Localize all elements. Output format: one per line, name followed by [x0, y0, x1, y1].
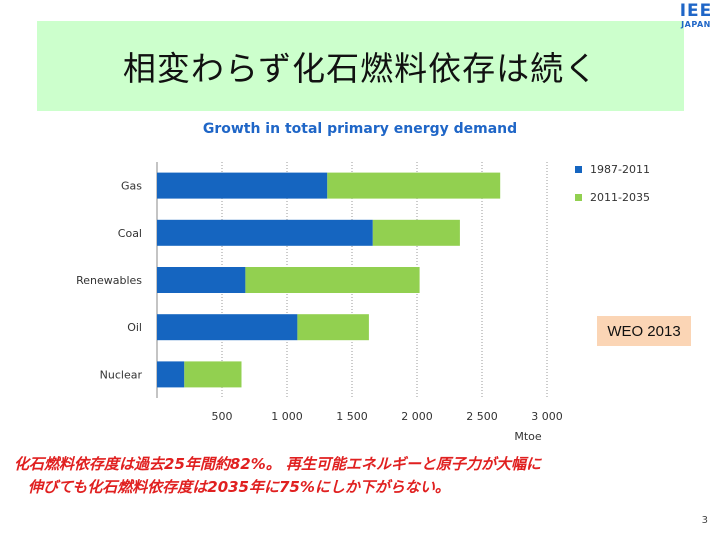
footnote-line-1: 化石燃料依存度は過去25年間約82%。 再生可能エネルギーと原子力が大幅に — [14, 455, 542, 473]
logo-text-bottom: JAPAN — [681, 20, 711, 29]
x-tick-label: 2 000 — [401, 410, 433, 423]
chart-title: Growth in total primary energy demand — [203, 121, 517, 137]
legend-swatch — [575, 194, 582, 201]
bar-coal-series2 — [372, 219, 460, 246]
footnote: 化石燃料依存度は過去25年間約82%。 再生可能エネルギーと原子力が大幅に 伸び… — [14, 453, 714, 499]
x-tick-label: 500 — [212, 410, 233, 423]
y-category-label: Oil — [127, 321, 142, 334]
logo-text-top: IEE — [679, 1, 713, 21]
bar-renewables-series2 — [245, 267, 420, 293]
y-category-label: Renewables — [76, 274, 142, 287]
iee-japan-logo: IEE JAPAN — [676, 3, 716, 29]
bar-coal-series1 — [157, 219, 373, 246]
title-banner: 相変わらず化石燃料依存は続く — [37, 21, 684, 111]
slide-title: 相変わらず化石燃料依存は続く — [122, 49, 599, 88]
bar-nuclear-series2 — [184, 361, 242, 388]
bar-nuclear-series1 — [157, 361, 185, 388]
bar-gas-series2 — [327, 172, 501, 199]
y-category-label: Nuclear — [100, 368, 143, 381]
y-category-label: Coal — [118, 227, 142, 240]
bar-oil-series1 — [157, 314, 298, 341]
page-number: 3 — [701, 515, 708, 526]
legend-label: 2011-2035 — [590, 191, 650, 204]
x-tick-label: 1 000 — [271, 410, 303, 423]
x-tick-label: 2 500 — [466, 410, 498, 423]
bar-renewables-series1 — [157, 267, 246, 293]
bar-gas-series1 — [157, 172, 328, 199]
x-tick-label: 1 500 — [336, 410, 368, 423]
legend-swatch — [575, 166, 582, 173]
y-category-label: Gas — [121, 180, 142, 193]
source-box: WEO 2013 — [597, 316, 691, 346]
footnote-line-2: 伸びても化石燃料依存度は2035年に75%にしか下がらない。 — [28, 478, 450, 496]
bar-oil-series2 — [297, 314, 369, 341]
x-axis-label: Mtoe — [514, 430, 542, 443]
x-tick-label: 3 000 — [531, 410, 563, 423]
legend-label: 1987-2011 — [590, 163, 650, 176]
